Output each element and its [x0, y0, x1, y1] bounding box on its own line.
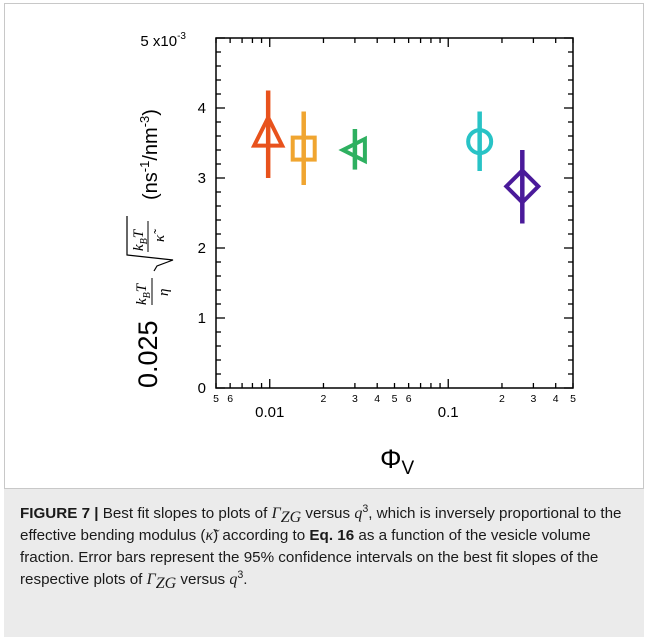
x-tick-label: 0.01 — [255, 404, 284, 421]
svg-text:κ̃: κ̃ — [152, 229, 168, 242]
triangle-up-marker — [250, 113, 286, 148]
caption-text-3: , which is inversely proportional to the… — [20, 505, 622, 544]
caption-q: q — [354, 505, 363, 522]
x-tick-label: 2 — [321, 393, 327, 405]
circle-marker — [466, 128, 494, 156]
x-tick-label: 4 — [553, 393, 559, 405]
data-points — [250, 90, 542, 224]
caption-q-exp: 3 — [362, 502, 369, 515]
data-point-square — [290, 111, 317, 185]
caption-gamma-sub: ZG — [280, 509, 302, 527]
figure-panel — [4, 3, 644, 489]
caption-text-6: versus — [176, 571, 230, 588]
caption-q-exp-2: 3 — [237, 568, 244, 581]
x-tick-label: 5 — [570, 393, 576, 405]
x-tick-label: 4 — [374, 393, 380, 405]
triangle-left-marker — [338, 135, 367, 165]
svg-text:η: η — [156, 289, 172, 296]
y-label-sqrt: kBT κ̃ — [126, 216, 174, 272]
square-marker — [290, 135, 317, 162]
data-point-diamond — [503, 150, 542, 224]
y-label-prefix: 0.025 — [133, 320, 163, 388]
y-tick-label: 4 — [198, 100, 206, 117]
y-multiplier-base: 5 x10 — [140, 33, 177, 50]
x-axis-label: ΦV — [380, 444, 415, 479]
caption-kappa: κ̃ — [205, 527, 214, 544]
caption-text-7: . — [243, 571, 248, 588]
x-tick-label: 0.1 — [438, 404, 459, 421]
svg-text:kBT: kBT — [134, 282, 153, 305]
data-point-circle — [466, 111, 494, 171]
axis-ticks — [215, 37, 574, 389]
y-label-kbt-over-eta: kBT η — [134, 278, 172, 305]
x-tick-label: 3 — [352, 393, 358, 405]
y-multiplier-label: 5 x10-3 — [140, 31, 186, 50]
caption-q-2: q — [229, 571, 238, 588]
y-tick-label: 1 — [198, 310, 206, 327]
data-point-triangle-up — [250, 90, 286, 178]
x-tick-label: 6 — [227, 393, 233, 405]
data-point-triangle-left — [338, 129, 367, 170]
x-tick-label: 5 — [392, 393, 398, 405]
y-tick-label: 0 — [198, 380, 206, 397]
x-tick-label: 2 — [499, 393, 505, 405]
y-tick-label: 2 — [198, 240, 206, 257]
x-tick-label: 3 — [530, 393, 536, 405]
caption-label: FIGURE 7 | — [20, 505, 99, 522]
caption-text-5: as a function of the vesicle volume frac… — [20, 527, 599, 588]
y-axis-label: 0.025 kBT η kBT κ̃ (ns-1/nm-3) — [126, 109, 174, 388]
caption-gamma: Γ — [271, 505, 281, 522]
y-tick-label: 3 — [198, 170, 206, 187]
figure-caption: FIGURE 7 | Best fit slopes to plots of Γ… — [4, 489, 644, 637]
x-tick-label: 5 — [213, 393, 219, 405]
y-multiplier-exp: -3 — [177, 31, 186, 42]
diamond-marker — [503, 167, 542, 206]
caption-gamma-sub-2: ZG — [155, 575, 177, 593]
caption-text-4: ) according to — [213, 527, 310, 544]
x-tick-label: 6 — [406, 393, 412, 405]
y-label-units: (ns-1/nm-3) — [137, 109, 162, 200]
caption-gamma-2: Γ — [146, 571, 156, 588]
caption-text-2: versus — [301, 505, 355, 522]
caption-text-1: Best fit slopes to plots of — [98, 505, 272, 522]
caption-eq-ref[interactable]: Eq. 16 — [309, 527, 355, 544]
svg-text:kBT: kBT — [131, 228, 150, 251]
